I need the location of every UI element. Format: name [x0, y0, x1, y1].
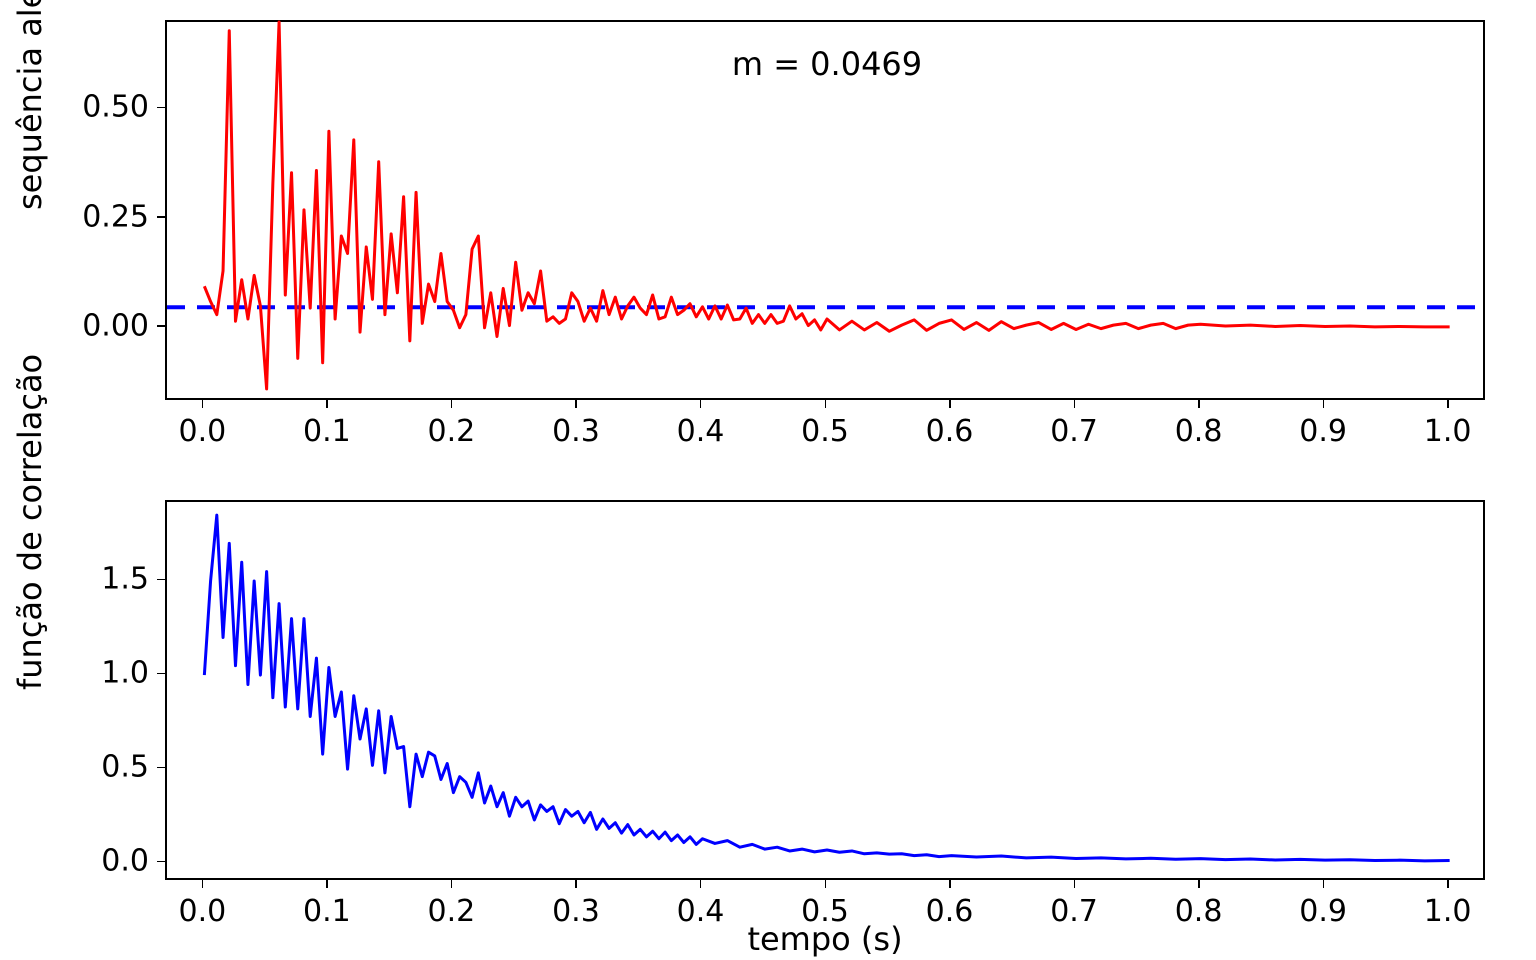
ytick-mark [157, 325, 165, 327]
xtick-label: 0.7 [1050, 894, 1098, 929]
xtick-mark [1447, 400, 1449, 408]
xtick-label: 1.0 [1424, 894, 1472, 929]
xtick-mark [1198, 880, 1200, 888]
ytick-label: 0.50 [79, 90, 149, 125]
ytick-mark [157, 216, 165, 218]
ytick-label: 1.5 [79, 562, 149, 597]
bottom-chart-axes [165, 500, 1485, 880]
top-chart-annotation: m = 0.0469 [732, 45, 922, 83]
xtick-label: 0.5 [801, 414, 849, 449]
xtick-label: 0.8 [1175, 894, 1223, 929]
xtick-label: 0.2 [428, 414, 476, 449]
ytick-label: 1.0 [79, 656, 149, 691]
xtick-mark [451, 880, 453, 888]
xtick-mark [326, 880, 328, 888]
xtick-mark [949, 880, 951, 888]
bottom-chart-plot [167, 502, 1487, 882]
xtick-label: 0.4 [677, 894, 725, 929]
xtick-mark [1198, 400, 1200, 408]
xtick-mark [451, 400, 453, 408]
ytick-label: 0.00 [79, 308, 149, 343]
bottom-chart-xlabel: tempo (s) [747, 920, 902, 958]
xtick-mark [202, 880, 204, 888]
xtick-label: 0.4 [677, 414, 725, 449]
xtick-mark [1074, 880, 1076, 888]
ytick-label: 0.25 [79, 199, 149, 234]
xtick-label: 0.1 [303, 894, 351, 929]
xtick-label: 1.0 [1424, 414, 1472, 449]
xtick-mark [202, 400, 204, 408]
ytick-mark [157, 767, 165, 769]
xtick-mark [700, 880, 702, 888]
xtick-label: 0.1 [303, 414, 351, 449]
xtick-mark [1447, 880, 1449, 888]
ytick-mark [157, 107, 165, 109]
xtick-label: 0.3 [552, 894, 600, 929]
xtick-mark [575, 880, 577, 888]
ytick-label: 0.5 [79, 750, 149, 785]
ytick-mark [157, 579, 165, 581]
figure: m = 0.0469 sequência aleatória 0.00.10.2… [0, 0, 1536, 960]
xtick-label: 0.7 [1050, 414, 1098, 449]
xtick-mark [1323, 400, 1325, 408]
xtick-label: 0.6 [926, 414, 974, 449]
xtick-label: 0.0 [178, 414, 226, 449]
xtick-label: 0.0 [178, 894, 226, 929]
xtick-mark [575, 400, 577, 408]
xtick-label: 0.8 [1175, 414, 1223, 449]
xtick-mark [949, 400, 951, 408]
ytick-mark [157, 673, 165, 675]
xtick-label: 0.6 [926, 894, 974, 929]
xtick-label: 0.9 [1299, 414, 1347, 449]
xtick-mark [825, 880, 827, 888]
xtick-mark [700, 400, 702, 408]
xtick-mark [825, 400, 827, 408]
xtick-mark [326, 400, 328, 408]
xtick-mark [1074, 400, 1076, 408]
xtick-mark [1323, 880, 1325, 888]
xtick-label: 0.9 [1299, 894, 1347, 929]
ytick-label: 0.0 [79, 844, 149, 879]
ytick-mark [157, 861, 165, 863]
xtick-label: 0.3 [552, 414, 600, 449]
data-line [204, 515, 1449, 861]
top-chart-axes: m = 0.0469 [165, 20, 1485, 400]
xtick-label: 0.2 [428, 894, 476, 929]
